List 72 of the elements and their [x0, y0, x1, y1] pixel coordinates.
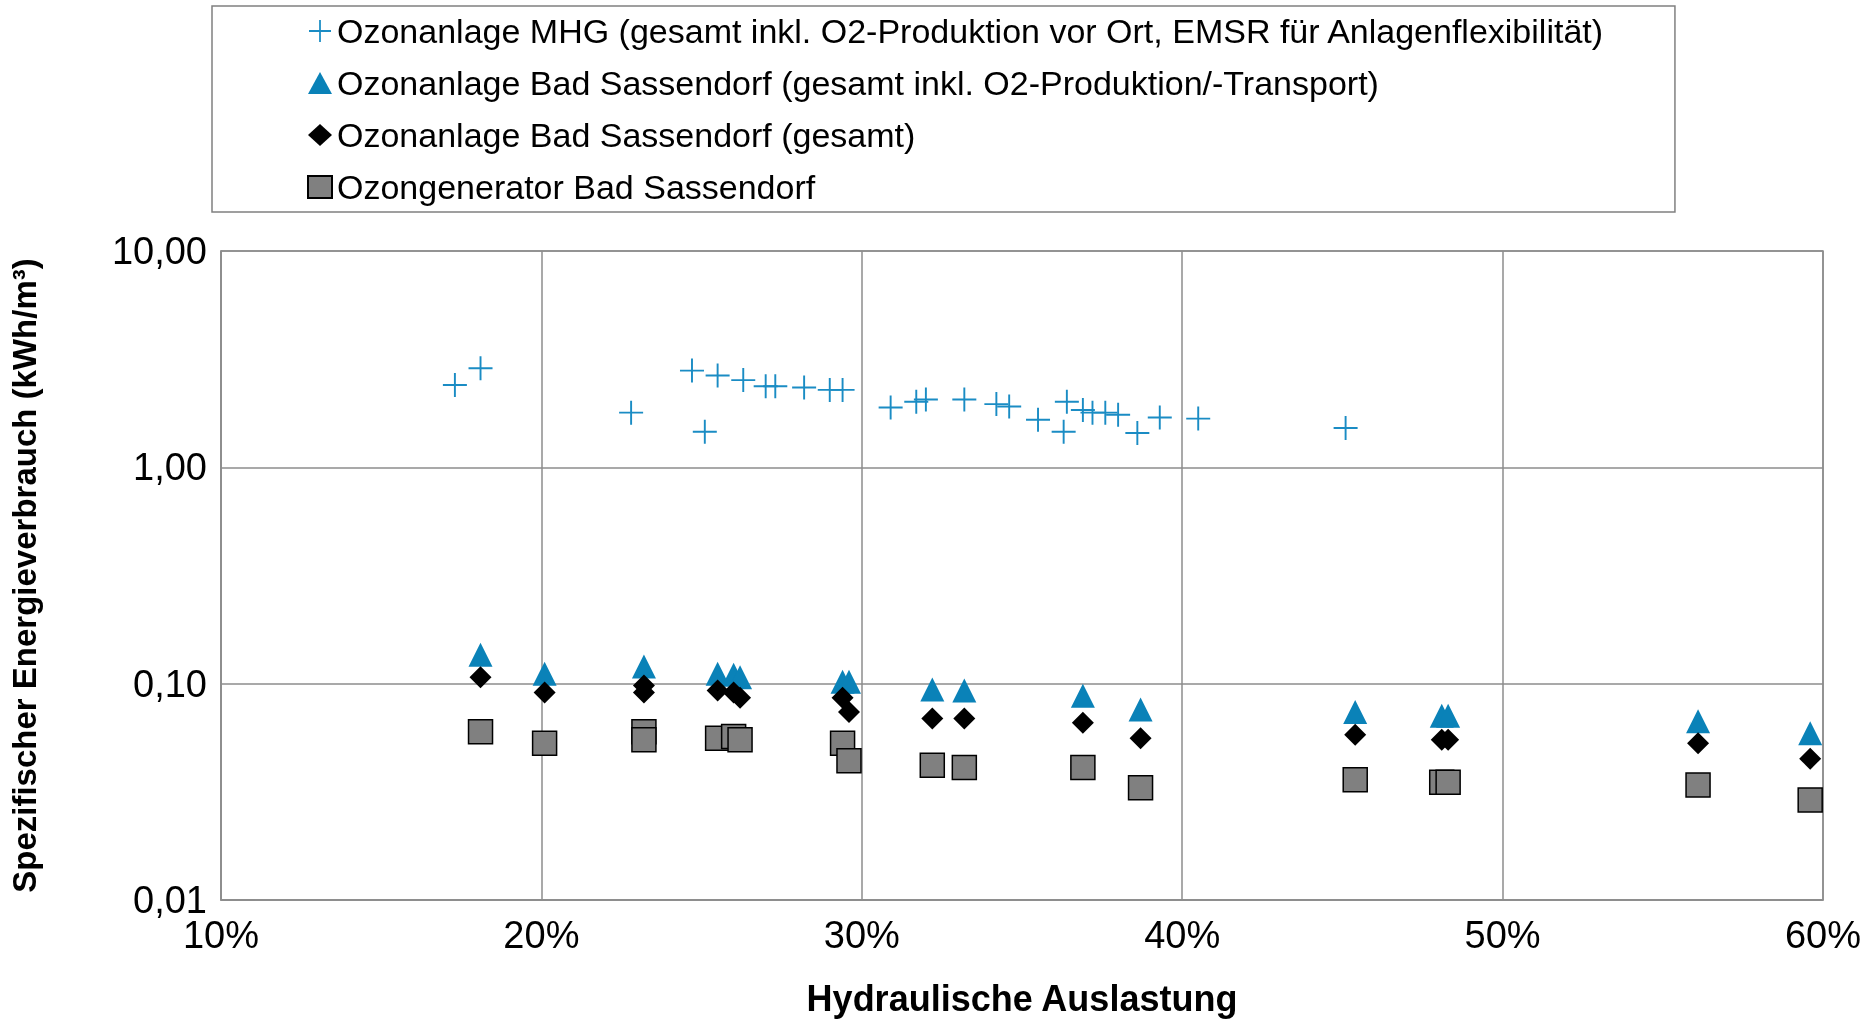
x-tick-label: 20%: [503, 914, 580, 956]
point: [727, 727, 753, 753]
point: [919, 752, 946, 778]
point: [533, 681, 556, 704]
point: [1026, 407, 1051, 432]
legend-label: Ozonanlage Bad Sassendorf (gesamt inkl. O2-Produktion/-Transport): [337, 64, 1379, 102]
point: [1129, 727, 1152, 750]
legend-label: Ozonanlage MHG (gesamt inkl. O2-Produktion vor Ort, EMSR für Anlagenflexibilität): [337, 12, 1604, 50]
point: [1436, 703, 1461, 728]
point: [1686, 709, 1711, 734]
point: [1106, 402, 1131, 427]
point: [1054, 389, 1079, 414]
point: [836, 748, 862, 774]
point: [1070, 754, 1096, 781]
point: [619, 400, 644, 425]
point: [469, 666, 492, 689]
point: [1333, 415, 1358, 440]
point: [631, 727, 657, 753]
point: [705, 363, 730, 388]
point: [953, 707, 976, 730]
point: [1127, 775, 1154, 801]
x-tick-label: 30%: [823, 914, 900, 956]
point: [731, 368, 756, 393]
point: [920, 677, 945, 702]
point: [837, 700, 860, 723]
point: [921, 707, 944, 730]
point: [831, 686, 854, 709]
point: [1797, 787, 1823, 813]
legend-label: Ozonanlage Bad Sassendorf (gesamt): [337, 116, 916, 154]
point: [1685, 772, 1711, 798]
point: [706, 679, 729, 702]
point: [531, 730, 558, 757]
x-tick-label: 60%: [1784, 914, 1862, 956]
point: [1186, 406, 1211, 431]
point: [1687, 732, 1710, 755]
point: [679, 358, 704, 383]
point: [468, 642, 493, 667]
point: [1128, 697, 1153, 722]
point: [1071, 711, 1094, 734]
point: [1125, 421, 1150, 446]
point: [1093, 400, 1118, 425]
y-tick-label: 10,00: [111, 230, 207, 272]
point: [1435, 769, 1461, 796]
point: [792, 375, 817, 400]
point: [1070, 398, 1095, 423]
point: [952, 678, 977, 703]
point: [830, 377, 855, 402]
point: [913, 387, 938, 412]
x-tick-label: 40%: [1144, 914, 1221, 956]
point: [952, 387, 977, 412]
y-axis-title: Spezifischer Energieverbrauch (kWh/m³): [6, 258, 43, 893]
point: [1798, 721, 1823, 746]
x-axis-title: Hydraulische Auslastung: [806, 977, 1238, 1019]
point: [951, 754, 978, 781]
point: [984, 392, 1009, 417]
y-tick-label: 1,00: [133, 446, 207, 489]
point: [532, 661, 557, 686]
point: [692, 419, 717, 444]
y-tick-label: 0,10: [133, 662, 207, 705]
point: [1070, 683, 1095, 708]
point: [1343, 699, 1368, 724]
point: [467, 718, 494, 745]
legend-label: Ozongenerator Bad Sassendorf: [337, 168, 816, 206]
point: [1051, 419, 1076, 444]
point: [1342, 766, 1368, 793]
x-tick-label: 50%: [1464, 914, 1541, 956]
point: [1799, 747, 1822, 770]
point: [442, 373, 467, 398]
point: [1344, 723, 1367, 746]
point: [631, 654, 656, 679]
point: [904, 389, 929, 414]
point: [763, 374, 788, 399]
